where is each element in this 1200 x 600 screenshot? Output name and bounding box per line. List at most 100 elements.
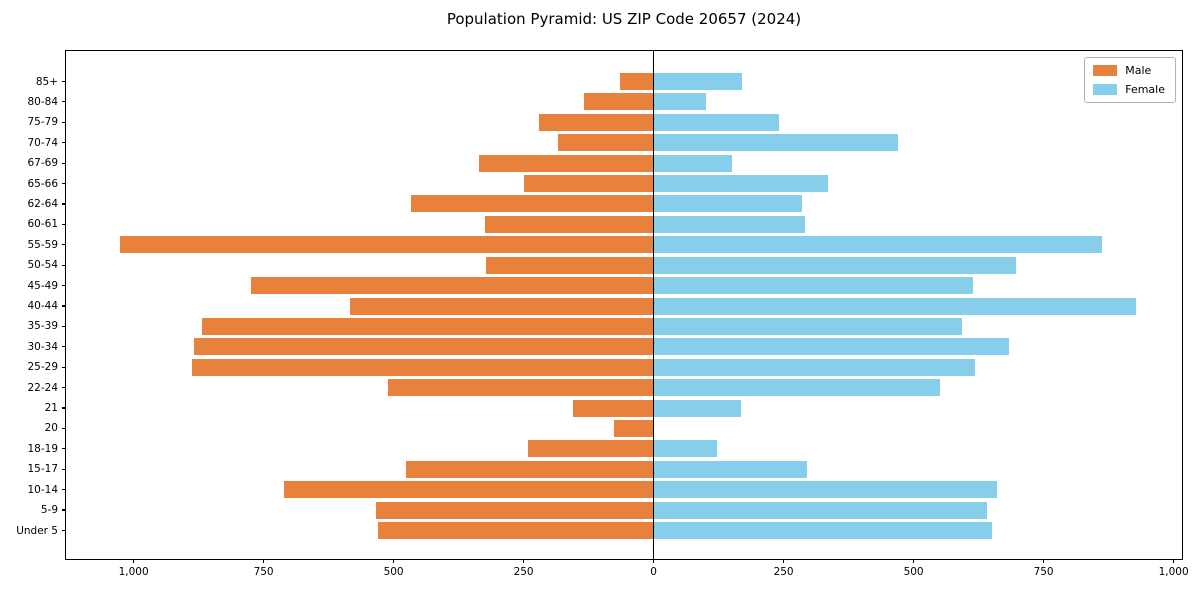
y-tick-label: 85+ <box>35 75 58 88</box>
y-tick-mark <box>62 182 66 185</box>
bar-male-65-66 <box>523 175 654 193</box>
bar-female-60-61 <box>653 215 806 233</box>
bar-male-55-59 <box>119 236 654 254</box>
x-tick-label: 1,000 <box>1158 566 1189 578</box>
y-tick-mark <box>62 80 66 83</box>
bar-male-15-17 <box>405 460 654 478</box>
y-tick-label: 45-49 <box>27 279 58 292</box>
y-tick-label: 5-9 <box>40 504 58 517</box>
x-tick-label: 500 <box>383 566 404 578</box>
bar-male-60-61 <box>484 215 654 233</box>
x-tick-mark <box>783 559 785 563</box>
y-tick-label: 30-34 <box>27 340 58 353</box>
y-tick-label: 22-24 <box>27 381 58 394</box>
bar-male-40-44 <box>349 297 654 315</box>
bar-female-85+ <box>653 73 742 90</box>
y-tick-label: 18-19 <box>27 442 58 455</box>
bar-male-21 <box>573 399 654 417</box>
chart-title: Population Pyramid: US ZIP Code 20657 (2… <box>446 10 802 28</box>
male-swatch-icon <box>1093 65 1118 76</box>
y-tick-mark <box>62 121 66 123</box>
bar-female-21 <box>653 399 742 417</box>
y-tick-mark <box>62 101 66 103</box>
y-tick-label: 25-29 <box>27 361 58 374</box>
bar-male-35-39 <box>201 317 654 335</box>
y-tick-label: 60-61 <box>27 218 58 231</box>
x-tick-label: 750 <box>253 566 274 578</box>
bar-male-70-74 <box>557 134 654 152</box>
y-tick-label: 50-54 <box>27 259 58 272</box>
legend-female-label: Female <box>1125 83 1165 96</box>
x-tick-mark <box>1173 559 1175 563</box>
legend-male-label: Male <box>1125 64 1152 77</box>
y-tick-label: 80-84 <box>27 95 58 108</box>
y-tick-mark <box>62 162 66 164</box>
bar-male-50-54 <box>485 256 654 274</box>
bar-male-Under 5 <box>378 522 654 539</box>
zero-axis-line <box>652 51 655 559</box>
x-tick-label: 750 <box>1033 566 1054 578</box>
bar-female-45-49 <box>653 277 973 295</box>
bar-female-Under 5 <box>653 522 993 539</box>
female-swatch-icon <box>1093 84 1118 95</box>
legend-item-female: Female <box>1093 83 1165 96</box>
bar-male-75-79 <box>538 113 654 131</box>
bar-female-35-39 <box>653 317 962 335</box>
bar-male-80-84 <box>583 93 654 111</box>
x-tick-mark <box>523 559 525 563</box>
y-tick-mark <box>62 427 66 430</box>
bar-female-5-9 <box>653 501 988 519</box>
y-tick-mark <box>62 509 66 511</box>
y-tick-mark <box>62 264 66 266</box>
y-tick-mark <box>62 387 66 389</box>
bar-male-25-29 <box>191 358 654 376</box>
y-tick-label: 70-74 <box>27 136 58 149</box>
x-tick-mark <box>393 559 395 563</box>
bar-female-67-69 <box>653 154 732 172</box>
y-tick-label: 35-39 <box>27 320 58 333</box>
x-tick-label: 250 <box>773 566 794 578</box>
y-tick-label: Under 5 <box>16 524 58 537</box>
bar-male-10-14 <box>283 481 654 499</box>
bar-male-85+ <box>619 73 654 90</box>
y-tick-mark <box>62 244 66 246</box>
bar-male-22-24 <box>388 379 654 397</box>
x-tick-label: 0 <box>650 566 657 578</box>
x-tick-label: 1,000 <box>118 566 149 578</box>
bar-female-75-79 <box>653 113 780 131</box>
bar-female-55-59 <box>653 236 1102 254</box>
bar-female-15-17 <box>653 460 807 478</box>
bar-male-67-69 <box>479 154 654 172</box>
y-tick-label: 62-64 <box>27 197 58 210</box>
bar-male-30-34 <box>193 338 654 356</box>
y-tick-mark <box>62 305 66 307</box>
y-tick-mark <box>62 325 66 327</box>
bar-female-40-44 <box>653 297 1136 315</box>
y-tick-label: 67-69 <box>27 157 58 170</box>
y-tick-label: 20 <box>44 422 58 435</box>
y-tick-mark <box>62 468 66 470</box>
x-tick-label: 250 <box>513 566 534 578</box>
x-tick-mark <box>263 559 265 563</box>
y-tick-label: 21 <box>44 402 58 415</box>
bar-male-18-19 <box>527 440 654 458</box>
bar-female-18-19 <box>653 440 717 458</box>
y-tick-mark <box>62 489 66 491</box>
y-tick-label: 65-66 <box>27 177 58 190</box>
y-tick-mark <box>62 366 66 368</box>
plot-area: Male Female 85+ 80-84 75-79 70-74 67-69 65-66… <box>16 50 1189 578</box>
y-tick-mark <box>62 529 66 532</box>
x-tick-mark <box>133 559 135 563</box>
bar-female-22-24 <box>653 379 941 397</box>
y-tick-label: 10-14 <box>27 483 58 496</box>
y-tick-mark <box>62 448 66 450</box>
bar-male-45-49 <box>250 277 654 295</box>
x-tick-label: 500 <box>903 566 924 578</box>
y-tick-mark <box>62 223 66 225</box>
bar-female-65-66 <box>653 175 828 193</box>
bar-female-70-74 <box>653 134 898 152</box>
y-tick-label: 40-44 <box>27 300 58 312</box>
y-tick-mark <box>62 284 66 287</box>
legend-item-male: Male <box>1093 64 1165 77</box>
y-tick-mark <box>62 407 66 409</box>
